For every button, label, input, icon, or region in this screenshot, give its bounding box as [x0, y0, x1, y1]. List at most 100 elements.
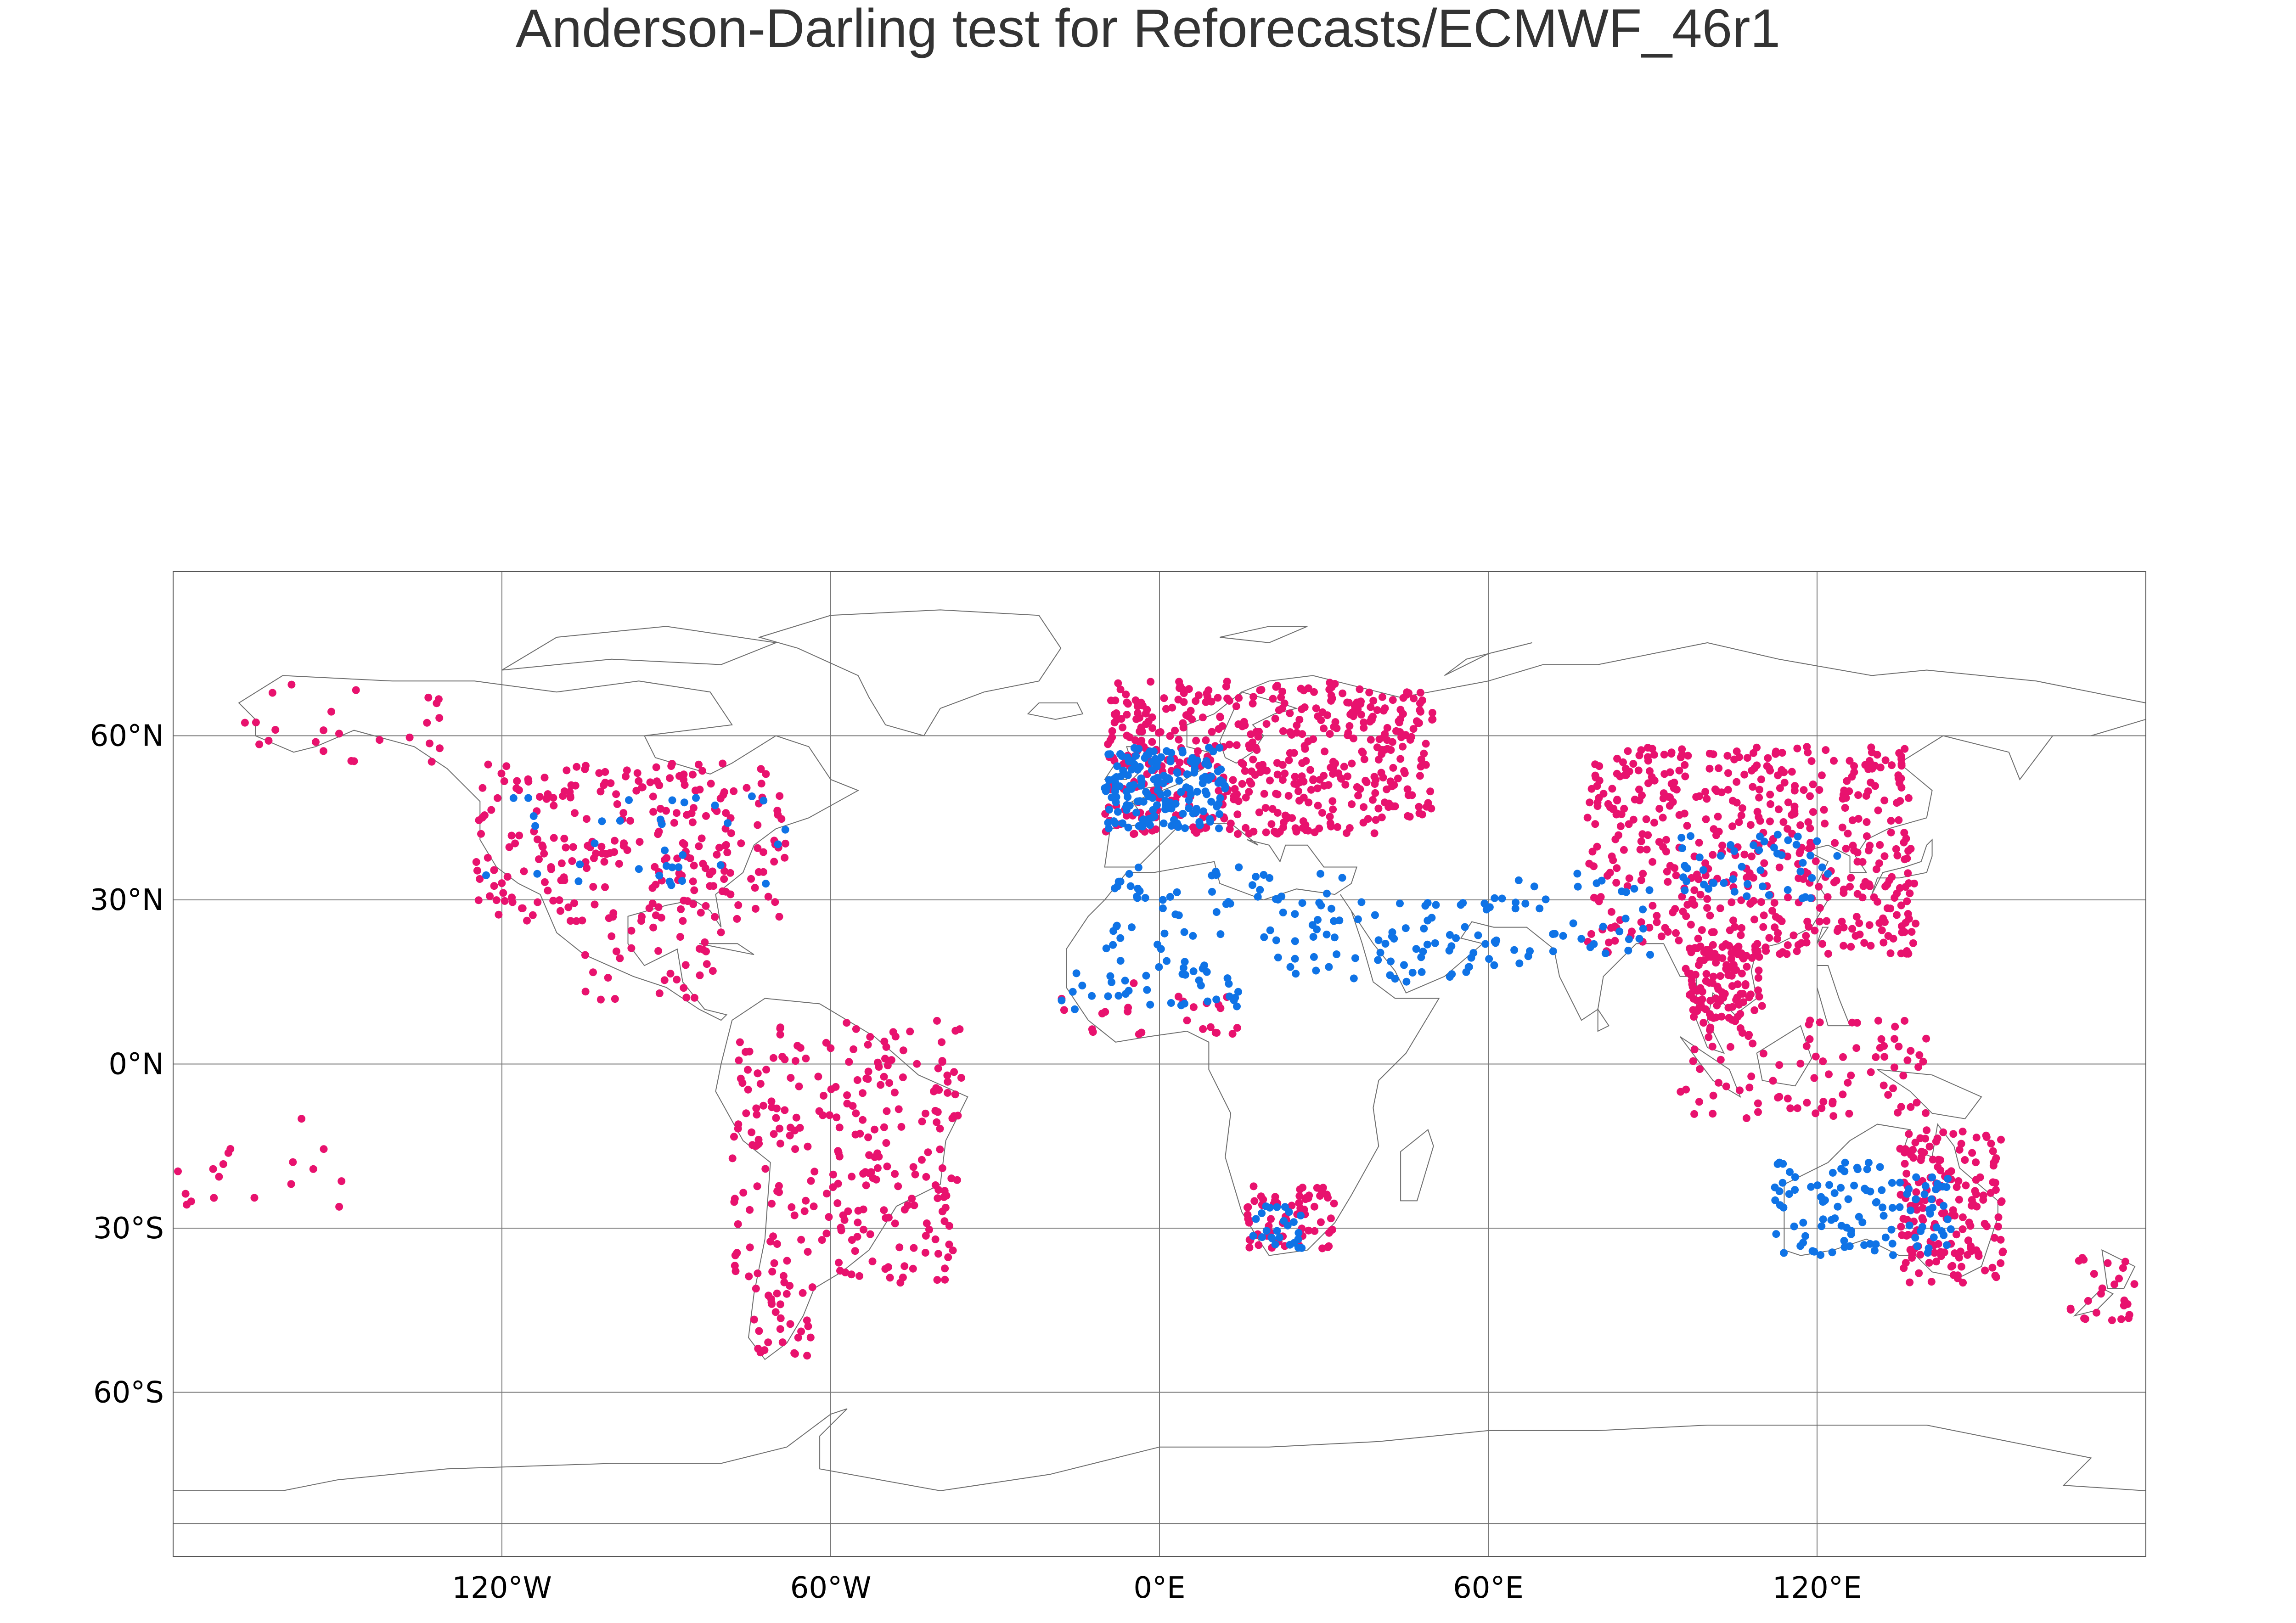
station-marker	[1348, 759, 1356, 768]
station-marker	[1813, 837, 1821, 845]
station-marker	[560, 835, 568, 842]
station-marker	[930, 1087, 938, 1095]
station-marker	[1204, 997, 1212, 1005]
map-frame	[173, 571, 2146, 1557]
station-marker	[1693, 870, 1701, 879]
station-marker	[1706, 911, 1714, 920]
station-marker	[1238, 780, 1246, 788]
station-marker	[1726, 1043, 1734, 1051]
station-marker	[287, 680, 296, 689]
graticule	[173, 572, 2146, 1556]
station-marker	[1897, 949, 1905, 958]
station-marker	[1384, 803, 1393, 811]
station-marker	[859, 1116, 867, 1124]
station-marker	[1808, 1247, 1817, 1255]
station-marker	[730, 787, 738, 795]
station-marker	[779, 1272, 788, 1280]
station-marker	[1112, 922, 1120, 931]
station-marker	[923, 1219, 931, 1227]
station-marker	[1278, 687, 1286, 696]
station-marker	[1207, 772, 1216, 781]
station-marker	[869, 1174, 877, 1182]
station-marker	[880, 1123, 888, 1131]
station-marker	[1635, 786, 1643, 793]
station-marker	[909, 1163, 917, 1171]
station-marker	[535, 855, 543, 863]
station-marker	[1755, 793, 1763, 802]
station-marker	[1825, 1070, 1833, 1078]
station-marker	[1958, 1263, 1965, 1271]
station-marker	[1104, 750, 1113, 758]
station-marker	[804, 1248, 812, 1256]
station-marker	[1117, 715, 1125, 723]
station-marker	[1743, 963, 1751, 971]
station-marker	[1675, 936, 1683, 944]
station-marker	[1396, 706, 1405, 714]
station-marker	[781, 854, 789, 862]
station-marker	[1139, 816, 1147, 824]
station-marker	[770, 1259, 778, 1267]
station-marker	[1410, 694, 1418, 702]
station-marker	[1716, 852, 1725, 860]
station-marker	[673, 976, 681, 984]
station-marker	[1729, 875, 1737, 883]
station-marker	[1760, 837, 1768, 846]
station-marker	[781, 1056, 789, 1063]
station-marker	[744, 1085, 752, 1094]
station-marker	[1207, 697, 1216, 706]
station-marker	[1893, 851, 1902, 859]
station-marker	[1716, 1056, 1725, 1064]
station-marker	[1530, 882, 1538, 891]
station-marker	[1113, 762, 1121, 770]
station-marker	[1837, 1184, 1845, 1192]
station-marker	[2130, 1280, 2138, 1288]
station-marker	[1702, 970, 1711, 978]
station-marker	[1822, 746, 1830, 754]
station-marker	[1208, 887, 1216, 896]
station-marker	[1775, 863, 1784, 871]
station-marker	[1156, 728, 1165, 736]
station-marker	[757, 765, 765, 773]
station-marker	[1278, 761, 1287, 769]
station-marker	[1143, 986, 1151, 994]
station-marker	[1549, 947, 1557, 955]
station-marker	[1653, 912, 1661, 920]
station-marker	[1321, 747, 1329, 756]
station-marker	[1778, 851, 1786, 859]
station-marker	[572, 917, 580, 925]
lat-tick-label: 60°N	[90, 719, 164, 753]
station-marker	[1104, 740, 1112, 748]
station-marker	[534, 898, 542, 906]
station-marker	[1959, 1279, 1967, 1287]
station-marker	[423, 719, 431, 727]
station-marker	[1863, 1186, 1871, 1195]
station-marker	[654, 947, 663, 955]
station-marker	[1829, 1112, 1838, 1120]
station-marker	[1739, 1029, 1746, 1037]
station-marker	[1285, 756, 1293, 764]
station-marker	[1791, 1173, 1799, 1181]
station-marker	[1452, 934, 1460, 942]
station-marker	[1817, 1251, 1825, 1259]
station-marker	[1888, 1204, 1896, 1212]
station-marker	[1089, 1028, 1097, 1036]
station-marker	[688, 818, 697, 826]
coastline-sri-lanka	[1597, 1007, 1609, 1032]
station-marker	[1403, 785, 1412, 793]
station-marker	[1925, 1244, 1933, 1252]
station-marker	[871, 1125, 878, 1134]
station-marker	[1294, 1235, 1302, 1243]
station-marker	[1790, 803, 1799, 811]
station-marker	[1159, 896, 1167, 904]
station-marker	[549, 794, 557, 802]
station-marker	[1904, 794, 1913, 802]
station-marker	[1895, 1042, 1903, 1050]
station-marker	[769, 1232, 777, 1241]
station-marker	[1204, 686, 1213, 694]
station-marker	[1666, 802, 1674, 810]
station-marker	[581, 765, 589, 773]
station-marker	[1733, 980, 1742, 988]
station-marker	[1284, 792, 1293, 800]
station-marker	[1858, 858, 1867, 866]
station-marker	[1669, 908, 1677, 916]
